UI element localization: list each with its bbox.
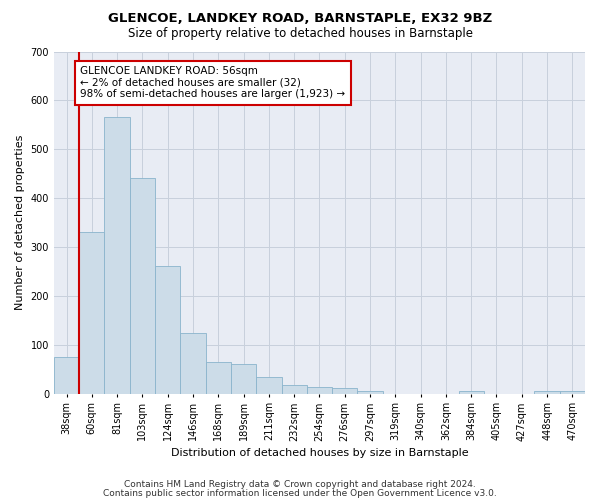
Bar xyxy=(458,391,484,394)
Bar xyxy=(104,118,130,394)
Bar xyxy=(560,391,585,394)
Text: Contains HM Land Registry data © Crown copyright and database right 2024.: Contains HM Land Registry data © Crown c… xyxy=(124,480,476,489)
Text: Contains public sector information licensed under the Open Government Licence v3: Contains public sector information licen… xyxy=(103,489,497,498)
Bar xyxy=(130,178,155,394)
Bar xyxy=(206,362,231,394)
Bar xyxy=(307,386,332,394)
Text: GLENCOE LANDKEY ROAD: 56sqm
← 2% of detached houses are smaller (32)
98% of semi: GLENCOE LANDKEY ROAD: 56sqm ← 2% of deta… xyxy=(80,66,346,100)
Bar xyxy=(155,266,181,394)
Bar xyxy=(54,357,79,394)
Y-axis label: Number of detached properties: Number of detached properties xyxy=(15,135,25,310)
Bar xyxy=(332,388,358,394)
Text: GLENCOE, LANDKEY ROAD, BARNSTAPLE, EX32 9BZ: GLENCOE, LANDKEY ROAD, BARNSTAPLE, EX32 … xyxy=(108,12,492,26)
Bar xyxy=(79,232,104,394)
Bar xyxy=(181,334,206,394)
X-axis label: Distribution of detached houses by size in Barnstaple: Distribution of detached houses by size … xyxy=(170,448,468,458)
Bar xyxy=(358,391,383,394)
Bar xyxy=(281,385,307,394)
Bar xyxy=(231,364,256,394)
Text: Size of property relative to detached houses in Barnstaple: Size of property relative to detached ho… xyxy=(128,28,473,40)
Bar xyxy=(256,378,281,394)
Bar xyxy=(535,391,560,394)
